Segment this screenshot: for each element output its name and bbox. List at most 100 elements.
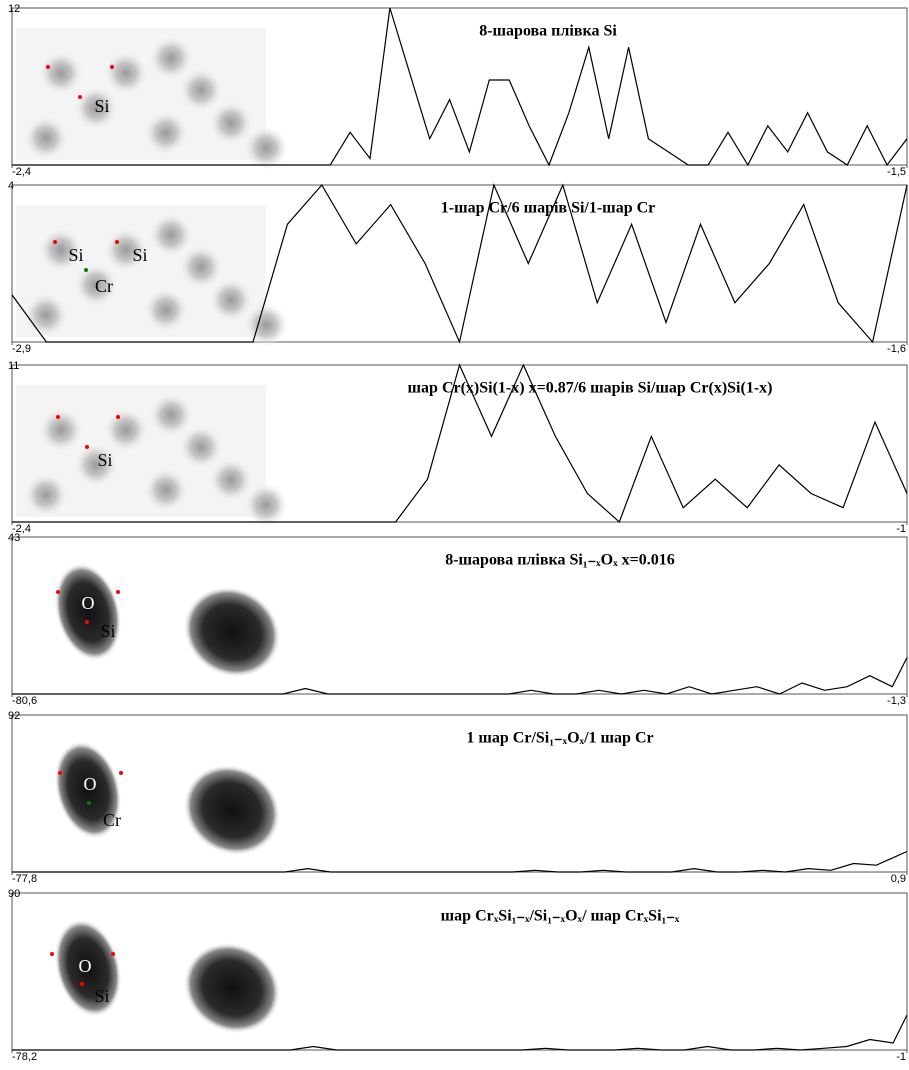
atom-dot [87, 801, 91, 805]
panel-title: 8-шарова плівка Si₁₋ₓOₓ x=0.016 [445, 552, 675, 569]
atom-label: Si [94, 986, 109, 1006]
x-tick-label: -2,4 [12, 166, 31, 178]
x-tick-label: -2,9 [12, 343, 31, 355]
inset-blob [24, 473, 68, 517]
x-tick-label: -1 [896, 1051, 906, 1063]
x-tick-label: -78,2 [12, 1051, 37, 1063]
inset-blob [179, 245, 223, 289]
y-tick-label: 12 [8, 3, 20, 15]
x-tick-label: -2,4 [12, 523, 31, 535]
atom-dot [56, 415, 60, 419]
atom-dot [80, 982, 84, 986]
atom-label: O [79, 956, 92, 976]
inset-blob [183, 586, 281, 678]
panel: OSi 8-шарова плівка Si₁₋ₓOₓ x=0.016 43 -80,… [8, 532, 908, 707]
inset-blob [144, 288, 188, 332]
panel-title: шар CrₓSi₁₋ₓ/Si₁₋ₓOₓ/ шар CrₓSi₁₋ₓ [441, 908, 680, 925]
inset-blob [39, 408, 83, 452]
panel-title: 1-шар Cr/6 шарів Si/1-шар Cr [441, 200, 656, 217]
inset-blob [183, 764, 281, 856]
y-tick-label: 4 [8, 180, 14, 192]
x-tick-label: -77,8 [12, 873, 37, 885]
inset-blob [179, 425, 223, 469]
inset-blob [209, 458, 253, 502]
inset-blob [74, 263, 118, 307]
atom-dot [85, 620, 89, 624]
atom-dot [53, 240, 57, 244]
inset-blob [24, 116, 68, 160]
x-tick-label: -1,5 [887, 166, 906, 178]
y-tick-label: 43 [8, 532, 20, 544]
panel-title: шар Cr(x)Si(1-x) x=0.87/6 шарів Si/шар C… [408, 380, 773, 397]
y-tick-label: 90 [8, 888, 20, 900]
y-tick-label: 92 [8, 710, 20, 722]
atom-label: O [82, 593, 95, 613]
inset-blob [104, 228, 148, 272]
inset-blob [209, 278, 253, 322]
inset-blob [149, 36, 193, 80]
plot-frame [11, 892, 908, 1051]
inset-blob [209, 101, 253, 145]
inset-blob [179, 68, 223, 112]
atom-label: Si [94, 96, 109, 116]
inset-blob [74, 443, 118, 487]
x-tick-label: -1,3 [887, 695, 906, 707]
atom-label: Si [100, 621, 115, 641]
atom-dot [78, 95, 82, 99]
inset-blob [54, 562, 122, 662]
panel: Si шар Cr(x)Si(1-x) x=0.87/6 шарів Si/шар… [8, 360, 908, 535]
inset-blob [144, 111, 188, 155]
atom-dot [111, 952, 115, 956]
atom-dot [50, 952, 54, 956]
inset-blob [104, 51, 148, 95]
atom-dot [115, 240, 119, 244]
atom-label: Si [68, 245, 83, 265]
inset-blob [54, 740, 122, 840]
data-line [12, 1014, 908, 1051]
panel: Si Si Cr 1-шар Cr/6 шарів Si/1-шар Cr 4 -2,9 -… [8, 180, 908, 355]
inset-blob [24, 293, 68, 337]
inset-blob [244, 483, 288, 527]
atom-label: Cr [103, 810, 121, 830]
panel-title: 8-шарова плівка Si [479, 23, 617, 40]
panel: O Cr 1 шар Cr/Si₁₋ₓOₓ/1 шар Cr 92 -77,8 0,9 [8, 710, 908, 885]
data-line [12, 850, 908, 873]
plot-frame [11, 536, 908, 695]
y-tick-label: 11 [8, 360, 19, 372]
inset-blob [183, 942, 281, 1034]
data-line [12, 657, 908, 695]
atom-dot [85, 445, 89, 449]
x-tick-label: -1 [896, 523, 906, 535]
atom-dot [116, 590, 120, 594]
atom-dot [110, 65, 114, 69]
data-line [11, 183, 908, 344]
atom-dot [116, 415, 120, 419]
atom-dot [46, 65, 50, 69]
atom-dot [58, 771, 62, 775]
atom-label: Si [132, 245, 147, 265]
inset-blob [39, 51, 83, 95]
x-tick-label: -1,6 [887, 343, 906, 355]
panel: Si 8-шарова плівка Si 12 -2,4 -1,5 [8, 3, 908, 178]
x-tick-label: 0,9 [891, 873, 906, 885]
inset-blob [39, 228, 83, 272]
inset-blob [144, 468, 188, 512]
x-tick-label: -80,6 [12, 695, 37, 707]
inset-blob [74, 86, 118, 130]
atom-label: Cr [95, 276, 113, 296]
atom-dot [84, 268, 88, 272]
atom-label: O [84, 774, 97, 794]
data-line [12, 7, 908, 167]
inset-blob [244, 126, 288, 170]
atom-dot [119, 771, 123, 775]
panel: OSi шар CrₓSi₁₋ₓ/Si₁₋ₓOₓ/ шар CrₓSi₁₋ₓ 90 -… [8, 888, 908, 1063]
inset-blob [104, 408, 148, 452]
atom-label: Si [97, 450, 112, 470]
inset-blob [149, 213, 193, 257]
inset-blob [244, 303, 288, 347]
inset-blob [149, 393, 193, 437]
atom-dot [56, 590, 60, 594]
data-line [12, 363, 908, 524]
plot-frame [11, 714, 908, 873]
